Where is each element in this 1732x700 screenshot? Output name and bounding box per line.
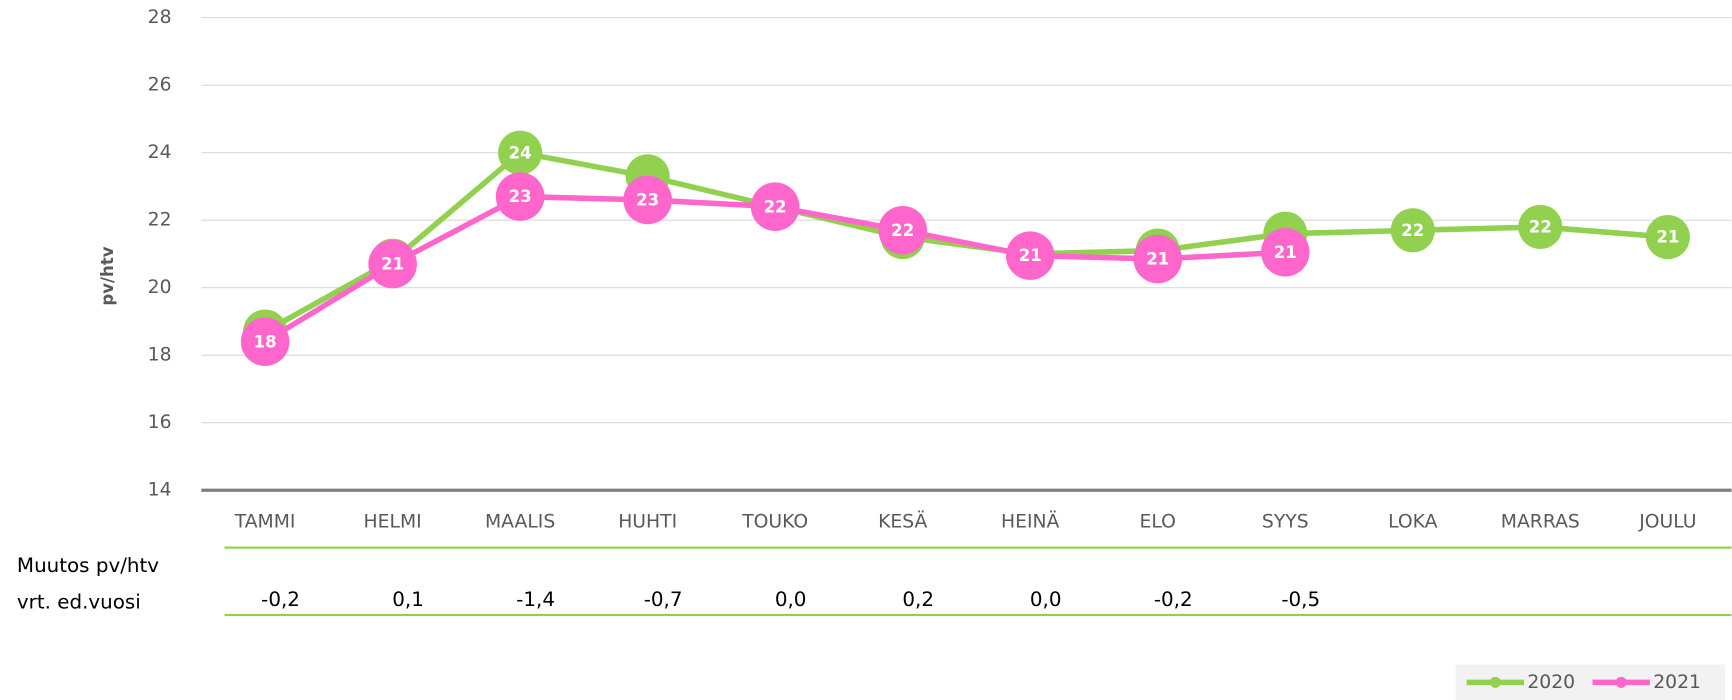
data-label: 23 [636,191,659,210]
x-tick-label: MARRAS [1501,512,1580,533]
marker [1260,227,1310,277]
data-label: 24 [509,143,532,162]
data-label: 21 [1019,246,1042,265]
y-tick-label: 18 [148,345,172,366]
data-label: 21 [1274,243,1297,262]
y-tick-label: 20 [148,277,172,298]
table-value: -1,4 [516,588,555,611]
x-tick-label: ELO [1140,512,1176,533]
data-label: 21 [1146,250,1169,269]
y-tick-label: 24 [148,142,172,163]
marker [623,175,672,225]
y-tick-label: 28 [148,7,172,28]
data-label: 23 [509,187,532,206]
legend-label: 2020 [1527,672,1575,693]
y-axis-label: pv/htv [98,246,117,305]
data-label: 18 [254,332,277,351]
table-value: 0,1 [392,588,424,611]
x-tick-label: TOUKO [741,512,808,533]
table-value: -0,7 [644,588,683,611]
x-tick-label: KESÄ [878,510,927,533]
data-label: 22 [891,221,914,240]
marker [1005,231,1055,280]
legend-marker [1489,676,1501,688]
table-value: 0,0 [1030,588,1062,611]
marker [750,182,800,231]
x-tick-label: HEINÄ [1001,510,1060,533]
marker [1645,214,1690,260]
x-tick-label: JOULU [1638,512,1696,533]
table-value: -0,5 [1281,588,1320,611]
marker [1518,204,1563,250]
x-tick-label: MAALIS [485,512,555,533]
marker [1133,234,1183,284]
x-tick-label: HUHTI [618,512,677,533]
y-tick-label: 22 [148,210,172,231]
legend-marker [1615,676,1627,688]
marker [368,239,417,289]
y-tick-label: 14 [148,480,172,501]
marker [495,172,545,221]
marker [240,317,290,366]
marker [878,206,928,255]
marker [1390,208,1435,253]
data-label: 22 [1401,221,1424,240]
table-label: Muutos pv/htv [17,554,159,577]
table-value: -0,2 [1154,588,1193,611]
data-label: 22 [764,197,787,216]
x-tick-label: SYYS [1262,512,1309,533]
data-label: 21 [1656,228,1679,247]
y-tick-label: 26 [148,75,172,96]
table-value: 0,0 [775,588,807,611]
data-label: 22 [1529,218,1552,237]
table-value: -0,2 [261,588,300,611]
y-tick-label: 16 [148,412,172,433]
table-label: vrt. ed.vuosi [17,590,141,613]
marker [498,130,543,175]
table-value: 0,2 [902,588,934,611]
x-tick-label: HELMI [364,512,422,533]
data-label: 21 [381,255,404,274]
x-tick-label: TAMMI [234,512,296,533]
x-tick-label: LOKA [1388,512,1438,533]
legend-label: 2021 [1653,672,1701,693]
